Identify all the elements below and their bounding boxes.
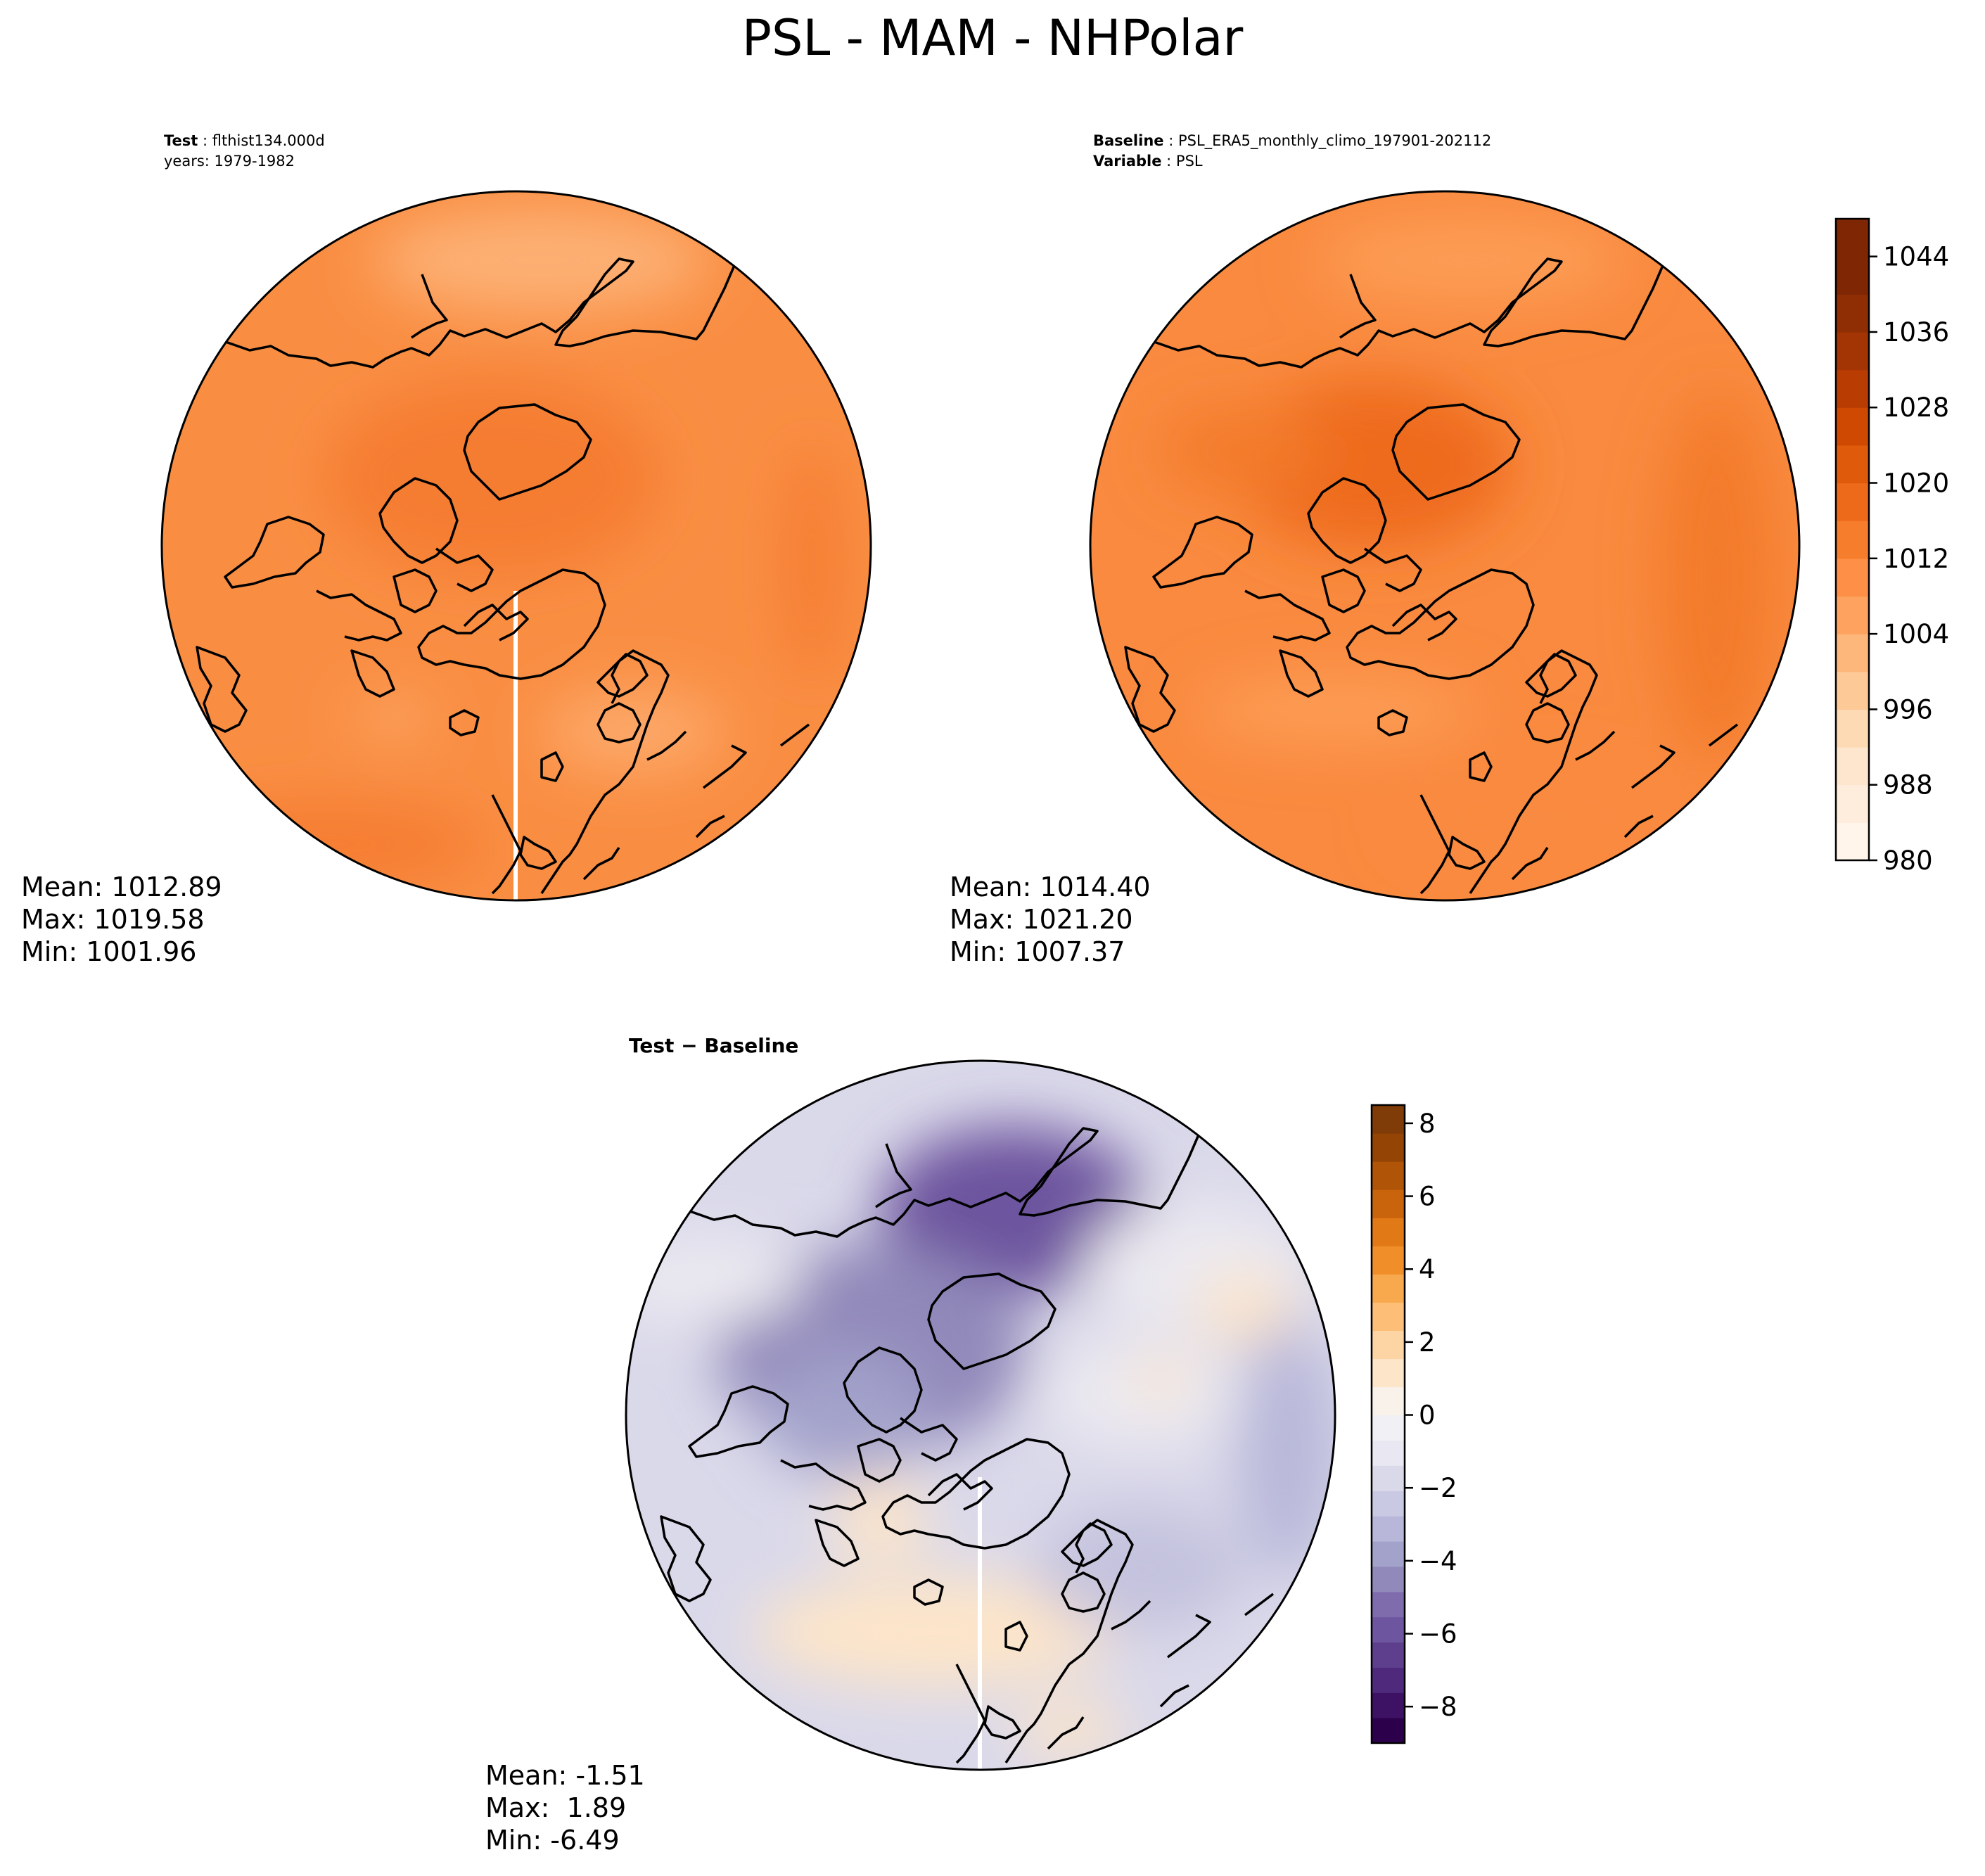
colorbar-main-swatch: [1836, 407, 1869, 446]
colorbar-main-tick-label: 1004: [1883, 619, 1949, 649]
variable-header: Variable : PSL: [1093, 153, 1203, 170]
colorbar-diff-swatch: [1372, 1516, 1405, 1542]
colorbar-diff-tick-label: 4: [1419, 1254, 1436, 1284]
colorbar-diff-swatch: [1372, 1386, 1405, 1416]
colorbar-diff-tick-label: 8: [1419, 1109, 1436, 1139]
baseline-mean: Mean: 1014.40: [950, 872, 1151, 902]
colorbar-main-swatch: [1836, 671, 1869, 710]
colorbar-diff-swatch: [1372, 1616, 1405, 1643]
test-min: Min: 1001.96: [21, 936, 196, 967]
colorbar-diff-swatch: [1372, 1218, 1405, 1246]
colorbar-diff-swatch: [1372, 1415, 1405, 1441]
test-max: Max: 1019.58: [21, 904, 205, 935]
colorbar-main-swatch: [1836, 219, 1869, 257]
colorbar-main-swatch: [1836, 709, 1869, 748]
test-mean: Mean: 1012.89: [21, 872, 222, 902]
colorbar-diff-swatch: [1372, 1161, 1405, 1190]
colorbar-main-tick-label: 996: [1883, 694, 1933, 725]
colorbar-diff-swatch: [1372, 1642, 1405, 1668]
colorbar-diff-swatch: [1372, 1246, 1405, 1275]
colorbar-diff: −8 −6 −4 −2 0 2 4 6 8: [1370, 1104, 1457, 1744]
colorbar-main-swatch: [1836, 634, 1869, 672]
baseline-panel: Baseline : PSL_ERA5_monthly_climo_197901…: [950, 132, 1801, 967]
colorbar-diff-frame: [1370, 1104, 1406, 1744]
colorbar-main-swatch: [1836, 822, 1869, 861]
colorbar-diff-swatch: [1372, 1692, 1405, 1718]
test-header-case: flthist134.000d: [212, 132, 325, 149]
colorbar-diff-swatch: [1372, 1591, 1405, 1618]
colorbar-diff-tick-label: −2: [1419, 1473, 1457, 1503]
colorbar-diff-swatch: [1372, 1133, 1405, 1162]
colorbar-diff-swatch: [1372, 1358, 1405, 1388]
colorbar-main-tick-label: 1028: [1883, 393, 1949, 423]
colorbar-main-tick-label: 1044: [1883, 242, 1949, 272]
baseline-header: Baseline : PSL_ERA5_monthly_climo_197901…: [1093, 132, 1491, 150]
colorbar-diff-swatch: [1372, 1540, 1405, 1567]
difference-max: Max: 1.89: [485, 1792, 626, 1823]
colorbar-main: 980 988 996 1004 1012 1020 1028 1036 1044: [1834, 217, 1949, 876]
colorbar-diff-tick-label: 0: [1419, 1400, 1436, 1431]
colorbar-main-swatch: [1836, 596, 1869, 634]
colorbar-main-swatch: [1836, 558, 1869, 597]
colorbar-main-swatch: [1836, 294, 1869, 333]
test-map: [162, 191, 871, 900]
colorbar-diff-tick-label: −4: [1419, 1546, 1457, 1576]
colorbar-main-swatch: [1836, 256, 1869, 295]
baseline-map: [1090, 191, 1799, 900]
colorbar-main-tick-label: 988: [1883, 770, 1933, 800]
colorbar-diff-swatch: [1372, 1440, 1405, 1466]
colorbar-diff-tick-label: 6: [1419, 1182, 1436, 1212]
baseline-header-source: PSL_ERA5_monthly_climo_197901-202112: [1178, 132, 1491, 150]
difference-map-boundary: [625, 1059, 1336, 1771]
colorbar-main-tick-label: 980: [1883, 846, 1933, 876]
colorbar-diff-swatch: [1372, 1491, 1405, 1517]
baseline-min: Min: 1007.37: [950, 936, 1125, 967]
colorbar-diff-swatch: [1372, 1105, 1405, 1134]
colorbar-main-swatch: [1836, 369, 1869, 408]
difference-map: [626, 1061, 1335, 1770]
difference-min: Min: -6.49: [485, 1825, 620, 1856]
test-panel: Test : flthist134.000d years: 1979-1982 …: [21, 132, 872, 967]
colorbar-diff-tick-label: −8: [1419, 1692, 1457, 1722]
test-years: years: 1979-1982: [164, 153, 295, 170]
baseline-map-boundary: [1089, 190, 1801, 902]
difference-panel: Test − Baseline Mean: -1.51: [485, 1034, 1336, 1856]
difference-mean: Mean: -1.51: [485, 1760, 645, 1791]
colorbar-main-tick-label: 1036: [1883, 317, 1949, 347]
colorbar-main-swatch: [1836, 521, 1869, 559]
colorbar-main-swatch: [1836, 331, 1869, 371]
colorbar-diff-swatch: [1372, 1274, 1405, 1303]
test-map-boundary: [160, 190, 872, 902]
colorbar-diff-swatch: [1372, 1189, 1405, 1218]
colorbar-diff-swatch: [1372, 1566, 1405, 1593]
colorbar-diff-swatch: [1372, 1302, 1405, 1331]
variable-header-value: PSL: [1176, 153, 1203, 170]
variable-header-label: Variable: [1093, 153, 1161, 170]
baseline-header-label: Baseline: [1093, 132, 1164, 149]
colorbar-diff-tick-label: 2: [1419, 1327, 1436, 1358]
colorbar-main-swatch: [1836, 483, 1869, 521]
colorbar-diff-tick-label: −6: [1419, 1619, 1457, 1650]
colorbar-diff-swatch: [1372, 1330, 1405, 1360]
baseline-max: Max: 1021.20: [950, 904, 1133, 935]
colorbar-main-tick-label: 1012: [1883, 544, 1949, 574]
colorbar-main-swatch: [1836, 445, 1869, 484]
colorbar-main-swatch: [1836, 747, 1869, 786]
colorbar-diff-swatch: [1372, 1718, 1405, 1744]
test-header: Test : flthist134.000d: [164, 132, 325, 149]
difference-header: Test − Baseline: [629, 1034, 798, 1057]
colorbar-main-tick-label: 1020: [1883, 468, 1949, 499]
test-header-label: Test: [164, 132, 198, 149]
colorbar-main-frame: [1834, 217, 1870, 862]
colorbar-main-swatch: [1836, 784, 1869, 823]
figure-title: PSL - MAM - NHPolar: [742, 9, 1244, 67]
colorbar-diff-swatch: [1372, 1667, 1405, 1693]
colorbar-diff-swatch: [1372, 1465, 1405, 1491]
